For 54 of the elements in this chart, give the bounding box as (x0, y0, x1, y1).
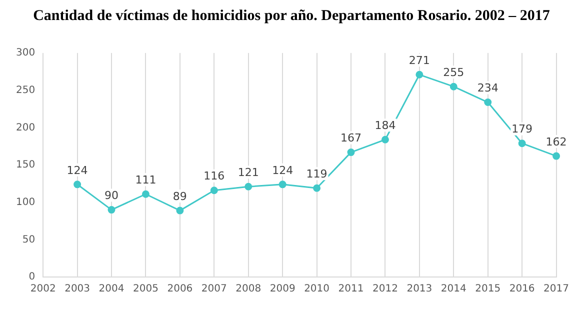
data-label: 184 (374, 118, 396, 132)
point (347, 148, 355, 156)
data-label: 255 (443, 66, 464, 79)
y-tick-label: 250 (16, 84, 36, 96)
y-tick-label: 100 (16, 196, 36, 208)
x-tick-label: 2017 (544, 284, 569, 295)
point (381, 136, 389, 144)
point (142, 190, 150, 198)
y-tick-label: 300 (16, 48, 36, 59)
point (108, 206, 116, 214)
x-tick-label: 2008 (236, 284, 262, 295)
x-tick-label: 2010 (304, 284, 330, 295)
point (416, 70, 424, 78)
x-tick-label: 2011 (338, 284, 364, 295)
x-tick-label: 2005 (133, 284, 158, 295)
data-label: 116 (204, 170, 225, 183)
chart-title: Cantidad de víctimas de homicidios por año. Departamento Rosario. 2002 – 2017 (32, 8, 551, 25)
data-label: 124 (272, 164, 294, 177)
x-tick-label: 2012 (372, 284, 398, 295)
data-label: 179 (512, 122, 533, 136)
y-tick-label: 50 (22, 234, 36, 246)
data-label: 111 (135, 173, 156, 186)
x-tick-label: 2004 (98, 284, 124, 295)
x-tick-label: 2016 (509, 284, 535, 295)
x-tick-label: 2013 (406, 284, 432, 295)
x-tick-label: 2007 (201, 284, 227, 295)
data-label: 234 (477, 82, 498, 95)
x-tick-label: 2014 (440, 284, 466, 295)
point (552, 152, 560, 160)
point (74, 180, 82, 188)
x-tick-label: 2015 (475, 284, 501, 295)
point (313, 184, 321, 192)
data-label: 271 (408, 54, 430, 68)
x-tick-label: 2002 (30, 284, 56, 295)
data-label: 167 (340, 132, 362, 145)
y-tick-label: 150 (16, 160, 36, 171)
x-tick-label: 2009 (270, 284, 296, 295)
point (450, 82, 458, 90)
y-tick-label: 0 (28, 272, 36, 283)
point (176, 206, 184, 214)
data-label: 90 (104, 189, 119, 202)
point (278, 180, 286, 188)
point (484, 98, 492, 106)
point (210, 186, 218, 194)
x-tick-label: 2003 (64, 284, 90, 295)
x-tick-label: 2006 (167, 284, 193, 295)
data-label: 89 (172, 190, 187, 203)
data-label: 121 (238, 166, 259, 180)
data-label: 162 (546, 135, 567, 148)
point (518, 140, 526, 148)
data-label: 119 (306, 168, 328, 181)
data-label: 124 (66, 164, 88, 177)
point (244, 182, 252, 190)
y-tick-label: 200 (16, 122, 36, 134)
